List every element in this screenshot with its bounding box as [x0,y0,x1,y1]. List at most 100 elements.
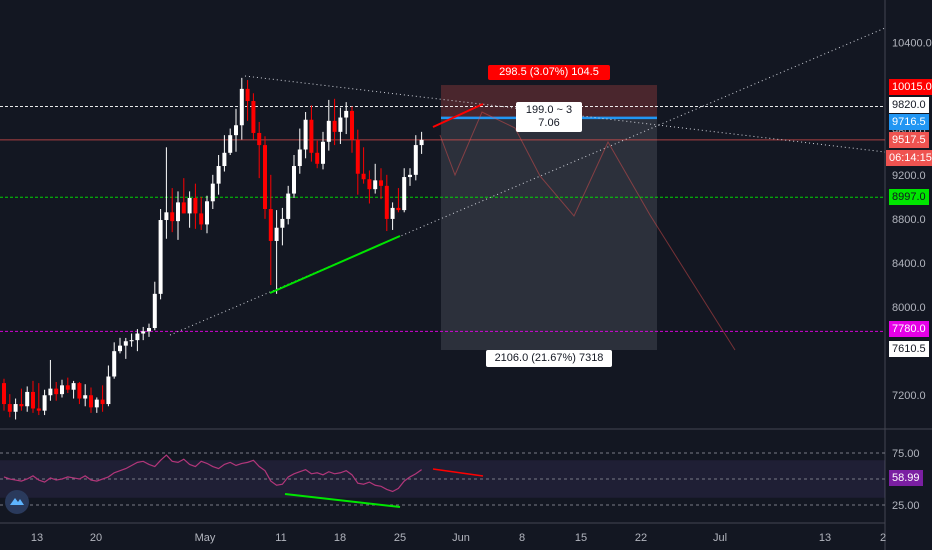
price-tag-7780: 7780.0 [889,321,929,337]
candle-body [361,173,366,180]
candle-body [384,185,389,219]
candle-body [321,141,325,164]
candle-body [350,110,354,140]
time-axis-tick: 25 [394,532,406,544]
rsi-level-label: 25.00 [892,500,920,512]
time-axis-tick: 11 [275,532,286,544]
candle-body [355,139,360,174]
candle-body [83,395,88,399]
price-pane [0,0,885,428]
candle-body [152,293,157,329]
candle-body [234,125,238,136]
time-axis-tick: 13 [819,532,831,544]
candle-body [2,383,6,405]
candle-body [100,399,105,405]
target-label: 298.5 (3.07%) 104.5 [488,65,610,80]
candle-body [170,212,175,222]
stop-zone [441,117,657,351]
candle-body [338,117,343,132]
price-axis-tick: 7200.0 [892,390,926,402]
projection-path [439,111,736,351]
candle-body [263,145,267,209]
candle-body [19,404,24,407]
rsi-projection-line [432,468,484,477]
candle-body [65,385,70,390]
time-axis-tick: 18 [334,532,346,544]
candle-body [176,202,180,222]
time-axis-tick: 22 [635,532,647,544]
candle-body [390,207,395,219]
time-axis-tick: 2 [880,532,886,544]
time-axis-tick: May [195,532,216,544]
candle-body [187,197,192,214]
candle-body [326,120,331,142]
candle-body [274,227,279,241]
stop-label: 2106.0 (21.67%) 7318 [486,350,612,367]
candle-body [48,388,53,396]
candle-body [112,351,117,377]
candle-body [118,345,122,352]
candle-body [129,340,134,342]
candle-body [216,166,221,184]
candle-body [286,193,291,219]
candle-body [164,212,169,221]
candle-body [106,376,111,405]
ascending-trendline [169,27,886,336]
time-axis-tick: 15 [575,532,587,544]
candle-body [25,391,30,407]
candle-body [419,139,424,146]
candle-body [344,110,349,118]
candle-body [205,201,209,225]
tradingview-logo[interactable] [5,490,29,514]
candle-body [228,135,233,153]
candle-body [292,166,296,194]
candle-body [147,328,151,332]
candle-body [251,101,256,133]
candle-body [135,333,140,341]
price-tag-7610: 7610.5 [889,341,929,357]
price-tag-10015: 10015.0 [889,79,932,95]
candle-body [239,88,244,126]
price-axis-tick: 9200.0 [892,170,926,182]
candle-body [54,388,59,395]
price-tag-9820: 9820.0 [889,97,929,113]
price-axis-tick: 8400.0 [892,258,926,270]
price-tag-9517: 9517.5 [889,132,929,148]
candle-body [181,202,186,214]
price-tag-9716: 9716.5 [889,114,929,130]
rsi-value-tag: 58.99 [889,470,923,486]
candle-body [297,149,302,167]
bullish-divergence-line [269,235,401,294]
candle-body [309,119,314,153]
price-axis-tick: 8000.0 [892,302,926,314]
rsi-level-label: 75.00 [892,448,920,460]
price-projection-line [432,103,484,128]
candle-body [71,383,76,390]
rsi-divergence-line [284,493,401,508]
candle-body [396,207,401,211]
time-axis-tick: 8 [519,532,525,544]
price-axis-tick: 10400.0 [892,38,932,50]
candle-body [199,213,204,225]
candle-body [94,399,99,408]
candle-body [408,174,412,178]
candle-body [158,220,163,294]
risk-reward-value: 7.06 [538,117,560,129]
candle-body [141,331,146,334]
time-axis-tick: 13 [31,532,43,544]
candle-body [7,404,12,412]
candle-body [268,208,273,241]
candle-body [222,152,227,167]
candle-body [303,119,308,150]
price-axis-tick: 8800.0 [892,214,926,226]
candle-body [245,88,250,102]
candle-body [60,385,64,395]
risk-reward-ratio: 199.0 ~ 3 [525,104,573,116]
candle-body [332,120,337,132]
candle-body [210,183,215,202]
candle-body [77,383,82,399]
countdown-tag: 06:14:15 [886,150,932,166]
rsi-line [3,454,422,493]
rsi-band [0,460,885,498]
